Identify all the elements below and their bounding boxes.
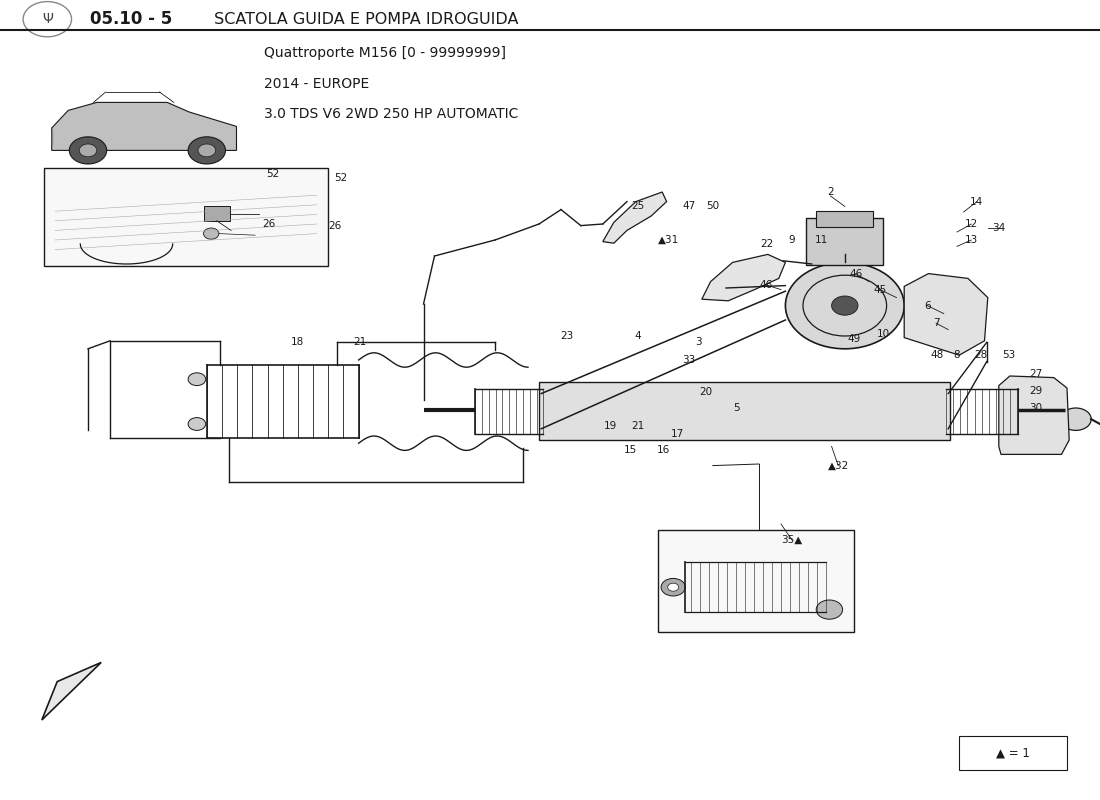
Text: 25: 25 [631, 201, 645, 210]
Circle shape [69, 137, 107, 164]
Circle shape [832, 296, 858, 315]
Circle shape [79, 144, 97, 157]
Text: 4: 4 [635, 331, 641, 341]
Polygon shape [999, 376, 1069, 454]
Text: 17: 17 [671, 429, 684, 438]
Text: 28: 28 [975, 350, 988, 360]
Text: 47: 47 [682, 201, 695, 210]
Text: 30: 30 [1030, 403, 1043, 413]
Circle shape [1060, 408, 1091, 430]
Text: 23: 23 [560, 331, 573, 341]
Polygon shape [904, 274, 988, 355]
Circle shape [188, 137, 226, 164]
Text: 3: 3 [695, 338, 702, 347]
Text: 22: 22 [760, 239, 773, 249]
Text: 27: 27 [1030, 370, 1043, 379]
Circle shape [668, 583, 679, 591]
FancyBboxPatch shape [539, 382, 950, 440]
Circle shape [198, 144, 216, 157]
Text: SCATOLA GUIDA E POMPA IDROGUIDA: SCATOLA GUIDA E POMPA IDROGUIDA [209, 12, 518, 26]
Circle shape [188, 418, 206, 430]
Text: 50: 50 [706, 201, 719, 210]
Circle shape [785, 262, 904, 349]
FancyBboxPatch shape [816, 211, 873, 227]
Polygon shape [42, 662, 101, 720]
Bar [204, 206, 230, 221]
Text: 9: 9 [789, 235, 795, 245]
Text: ▲31: ▲31 [658, 235, 680, 245]
Polygon shape [603, 192, 667, 243]
Text: 46: 46 [849, 269, 862, 278]
Text: 15: 15 [624, 445, 637, 454]
FancyBboxPatch shape [806, 218, 883, 265]
Polygon shape [702, 254, 785, 301]
Text: 7: 7 [933, 318, 939, 328]
Text: 10: 10 [877, 330, 890, 339]
Text: 33: 33 [682, 355, 695, 365]
Text: 26: 26 [262, 219, 275, 229]
FancyBboxPatch shape [658, 530, 854, 632]
Text: 49: 49 [847, 334, 860, 344]
Circle shape [816, 600, 843, 619]
Text: 45: 45 [873, 285, 887, 294]
Circle shape [661, 578, 685, 596]
Text: 48: 48 [931, 350, 944, 360]
Circle shape [204, 228, 219, 239]
Text: 5: 5 [734, 403, 740, 413]
Circle shape [188, 373, 206, 386]
Text: ▲ = 1: ▲ = 1 [997, 746, 1030, 759]
Text: 52: 52 [266, 170, 279, 179]
Text: 6: 6 [924, 301, 931, 310]
Text: 12: 12 [965, 219, 978, 229]
Text: 13: 13 [965, 235, 978, 245]
Text: 2014 - EUROPE: 2014 - EUROPE [264, 77, 370, 91]
Polygon shape [52, 102, 236, 150]
Text: 35▲: 35▲ [781, 535, 803, 545]
Text: 21: 21 [353, 338, 366, 347]
Text: 46: 46 [759, 280, 772, 290]
Text: 53: 53 [1002, 350, 1015, 360]
Text: 8: 8 [954, 350, 960, 360]
Text: 20: 20 [700, 387, 713, 397]
Text: 05.10 - 5: 05.10 - 5 [90, 10, 173, 28]
Text: 21: 21 [631, 421, 645, 430]
Text: 26: 26 [328, 221, 341, 230]
Text: 18: 18 [290, 338, 304, 347]
Text: 14: 14 [970, 197, 983, 206]
Text: ▲32: ▲32 [827, 461, 849, 470]
Text: 16: 16 [657, 445, 670, 454]
Text: Ψ: Ψ [42, 12, 53, 26]
Text: 19: 19 [604, 421, 617, 430]
Text: 34: 34 [992, 223, 1005, 233]
Text: Quattroporte M156 [0 - 99999999]: Quattroporte M156 [0 - 99999999] [264, 46, 506, 61]
Text: 29: 29 [1030, 386, 1043, 396]
Text: 3.0 TDS V6 2WD 250 HP AUTOMATIC: 3.0 TDS V6 2WD 250 HP AUTOMATIC [264, 107, 518, 122]
Text: 52: 52 [334, 173, 348, 182]
Text: 11: 11 [815, 235, 828, 245]
Text: 2: 2 [827, 187, 834, 197]
FancyBboxPatch shape [44, 168, 328, 266]
